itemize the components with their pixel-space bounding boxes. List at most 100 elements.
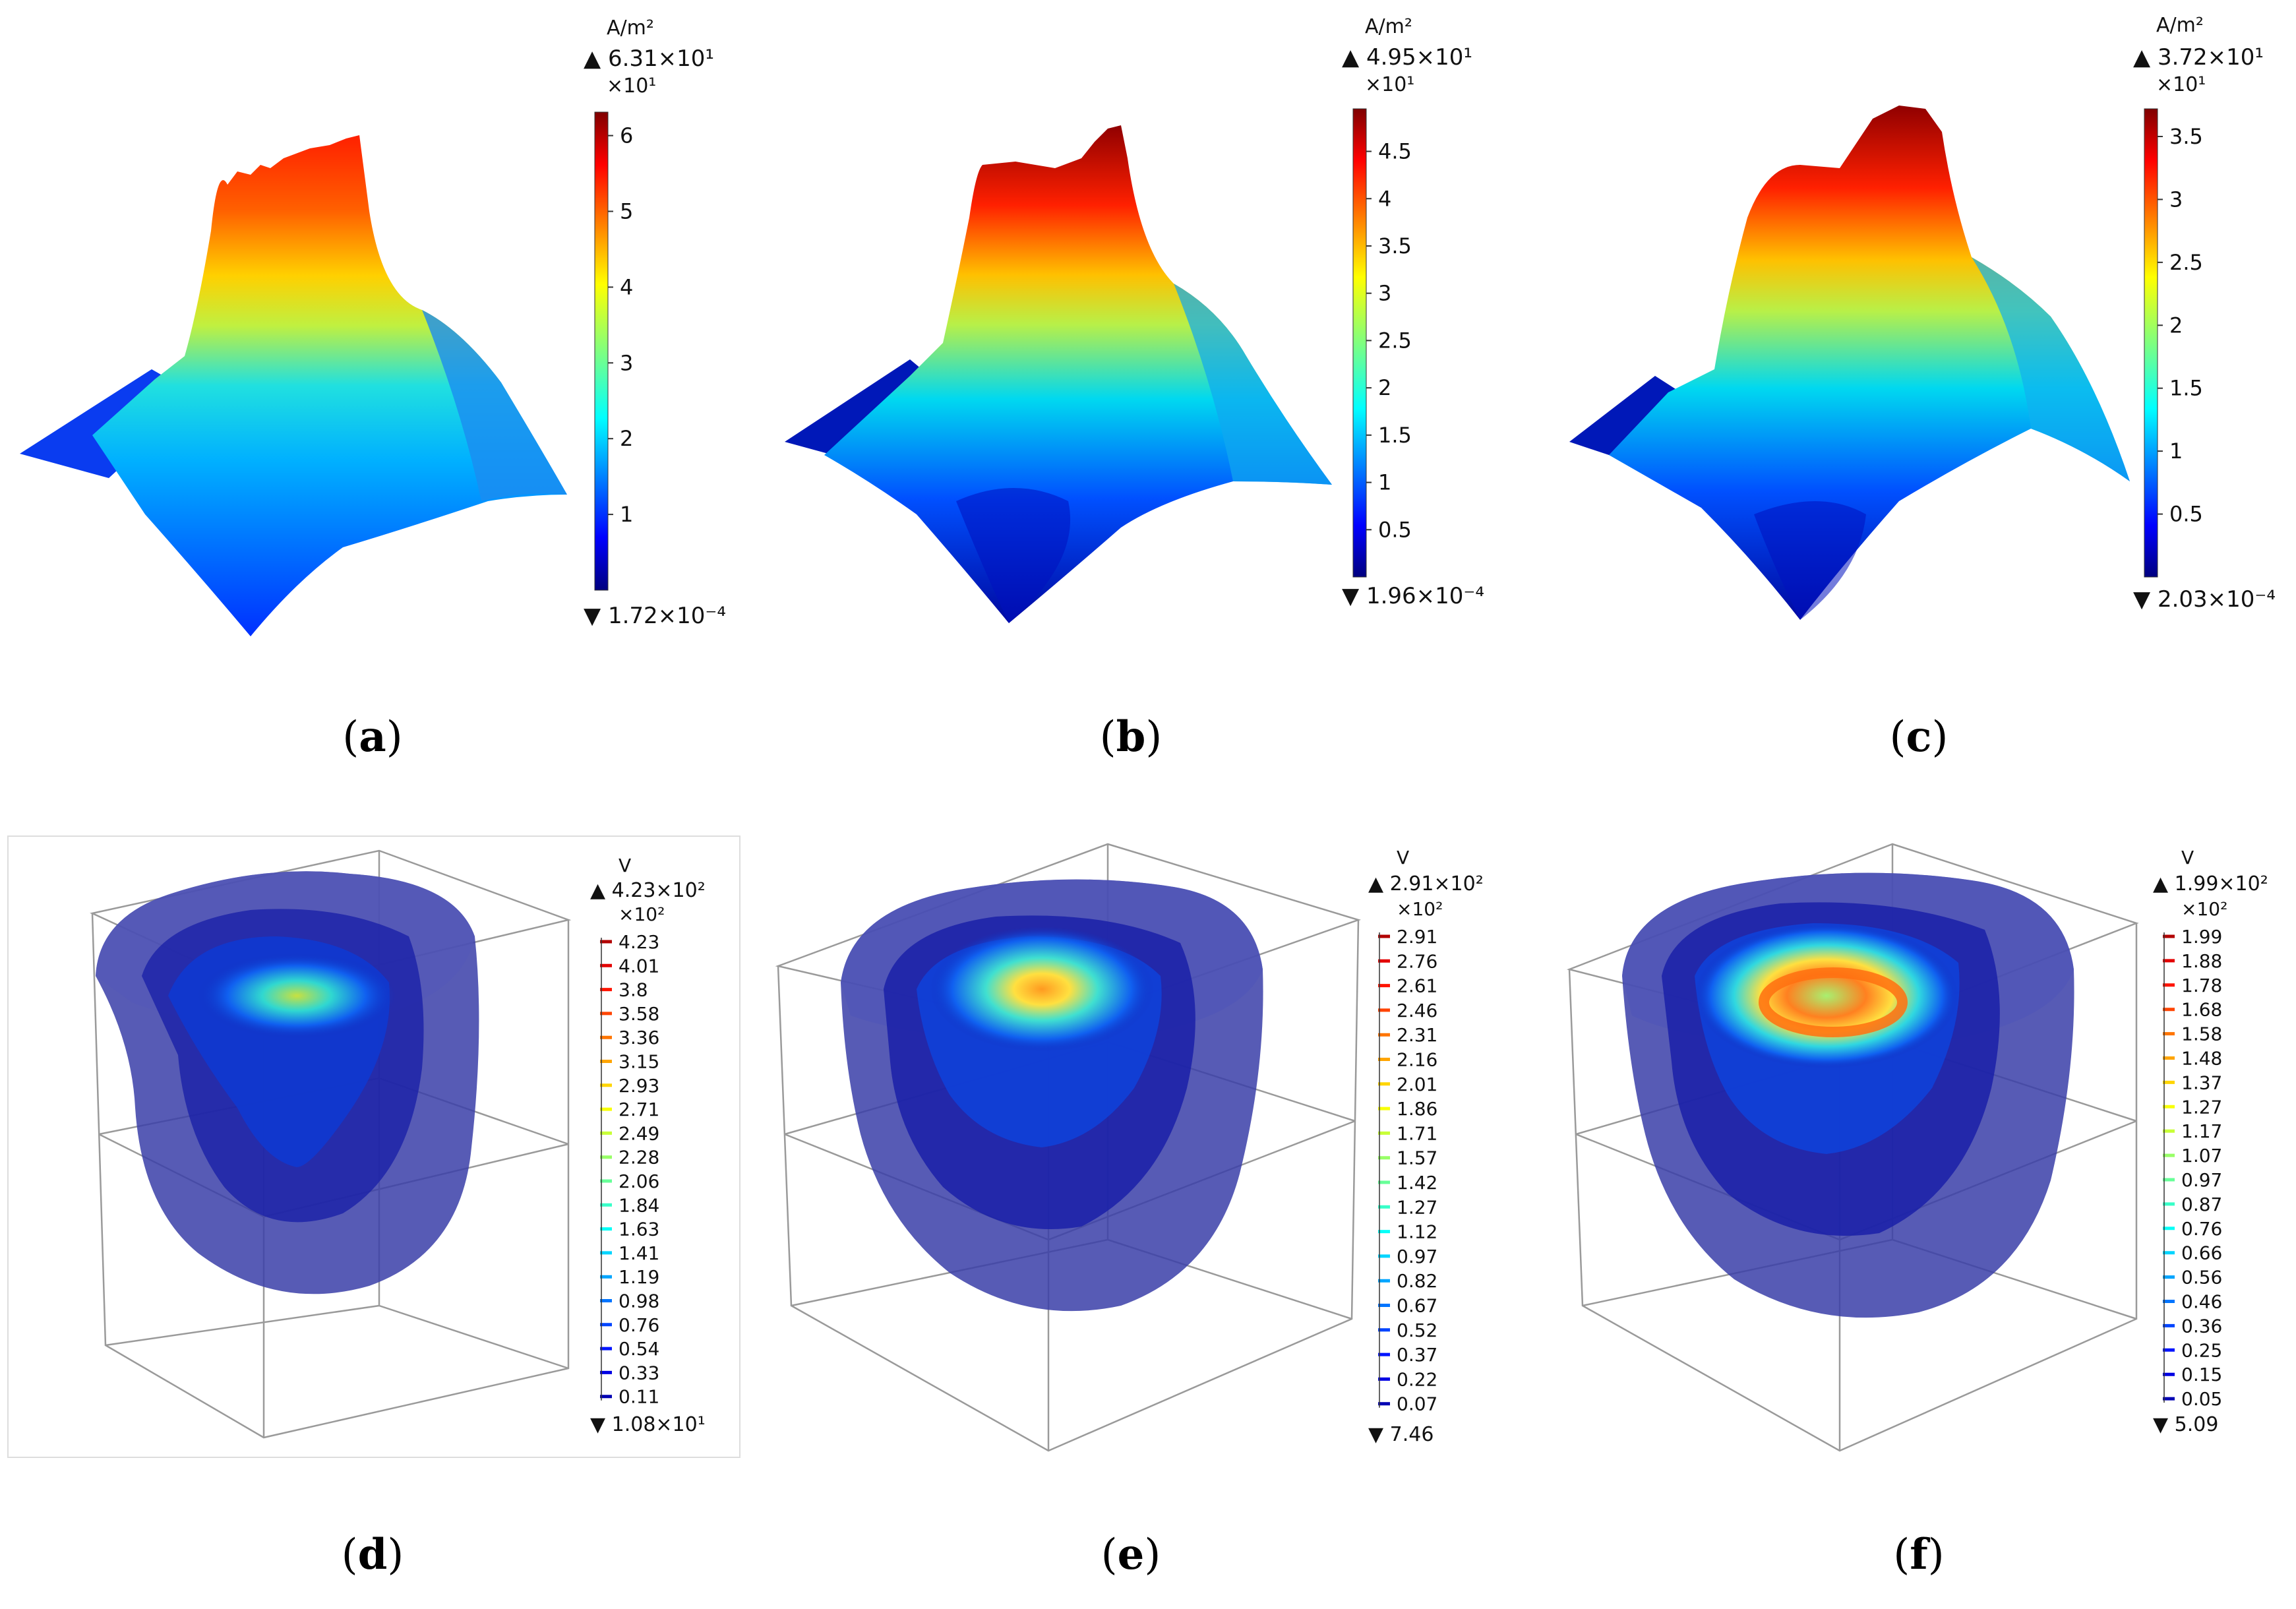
legend-f-unit: V <box>2181 847 2194 868</box>
legend-f-level: 1.48 <box>2181 1048 2222 1070</box>
legend-a-max: ▲ 6.31×10¹ <box>584 46 714 72</box>
legend-d-min: ▼ 1.08×10¹ <box>590 1413 706 1436</box>
legend-b-tick-label: 4.5 <box>1378 139 1412 164</box>
legend-d-unit: V <box>619 855 631 876</box>
legend-b-min: ▼ 1.96×10⁻⁴ <box>1342 583 1484 609</box>
legend-e-level: 0.22 <box>1397 1368 1437 1390</box>
legend-f-level: 0.36 <box>2181 1315 2222 1337</box>
panel-f-hotspot-ring <box>1759 967 1908 1037</box>
legend-f-level: 1.78 <box>2181 975 2222 996</box>
legend-f-level: 1.07 <box>2181 1145 2222 1167</box>
legend-d-max: ▲ 4.23×10² <box>590 879 706 902</box>
legend-f-level: 0.76 <box>2181 1218 2222 1240</box>
legend-c-colorbar <box>2144 108 2158 578</box>
legend-e-level: 1.12 <box>1397 1221 1437 1243</box>
legend-b-tick-label: 2 <box>1378 375 1391 400</box>
legend-e-level: 1.71 <box>1397 1122 1437 1144</box>
legend-d-level: 1.41 <box>619 1242 659 1264</box>
legend-d-level: 2.93 <box>619 1075 659 1097</box>
legend-e-multiplier: ×10² <box>1397 898 1443 920</box>
panel-c-base <box>1609 106 2130 620</box>
legend-e-level: 2.91 <box>1397 926 1437 948</box>
legend-f-level: 0.15 <box>2181 1364 2222 1385</box>
legend-d-level: 2.71 <box>619 1099 659 1120</box>
legend-c-max: ▲ 3.72×10¹ <box>2133 44 2264 71</box>
legend-c-multiplier: ×10¹ <box>2156 73 2206 96</box>
legend-a-colorbar <box>594 111 609 591</box>
caption-c-letter: c <box>1906 712 1932 762</box>
legend-b-tick-label: 2.5 <box>1378 328 1412 353</box>
panel-a-right-slope <box>422 310 567 501</box>
legend-d-level: 3.15 <box>619 1051 659 1073</box>
legend-c-tick-label: 2.5 <box>2169 250 2203 275</box>
panel-a-surface <box>20 135 567 636</box>
caption-b-letter: b <box>1116 712 1146 762</box>
caption-b: (b) <box>1099 712 1163 762</box>
legend-e-level: 2.46 <box>1397 1000 1437 1021</box>
legend-b-unit: A/m² <box>1365 15 1412 38</box>
legend-e-level: 1.57 <box>1397 1147 1437 1169</box>
legend-d-level: 0.33 <box>619 1362 659 1383</box>
legend-f-min: ▼ 5.09 <box>2153 1413 2218 1436</box>
legend-c-unit: A/m² <box>2156 14 2204 37</box>
legend-f-level: 1.88 <box>2181 950 2222 972</box>
panel-f-hotspot <box>1695 923 1958 1068</box>
legend-d-level: 1.84 <box>619 1194 659 1216</box>
legend-a-tick-label: 4 <box>620 274 633 299</box>
legend-d-level: 1.19 <box>619 1266 659 1288</box>
legend-f-level: 0.25 <box>2181 1339 2222 1361</box>
legend-b-colorbar <box>1352 108 1367 578</box>
panel-c-right-slope <box>1972 257 2130 481</box>
legend-e-level: 0.37 <box>1397 1344 1437 1366</box>
legend-c-tick-label: 3 <box>2169 187 2183 212</box>
legend-c-tick-label: 1 <box>2169 439 2183 464</box>
caption-d-letter: d <box>357 1530 388 1579</box>
legend-f-level: 0.56 <box>2181 1267 2222 1289</box>
legend-f-level: 1.68 <box>2181 999 2222 1021</box>
caption-c: (c) <box>1889 712 1949 762</box>
legend-e-unit: V <box>1397 847 1409 868</box>
panel-f-isosurface <box>1566 843 2139 1452</box>
legend-e-level: 0.07 <box>1397 1393 1437 1415</box>
legend-e-level: 2.01 <box>1397 1074 1437 1095</box>
legend-e-level: 2.31 <box>1397 1024 1437 1046</box>
legend-f-level: 0.46 <box>2181 1291 2222 1313</box>
caption-e-letter: e <box>1117 1530 1145 1579</box>
legend-f-level: 1.17 <box>2181 1120 2222 1142</box>
legend-a-tick-label: 3 <box>620 350 633 375</box>
legend-f-multiplier: ×10² <box>2181 898 2227 920</box>
legend-c-tick-label: 2 <box>2169 313 2183 338</box>
legend-d-level: 2.06 <box>619 1170 659 1192</box>
legend-e-level: 0.52 <box>1397 1320 1437 1341</box>
legend-a-tick-label: 5 <box>620 199 633 224</box>
legend-c-tick-label: 1.5 <box>2169 376 2203 401</box>
legend-e-level: 1.86 <box>1397 1098 1437 1120</box>
caption-a: (a) <box>342 712 403 762</box>
legend-d-multiplier: ×10² <box>619 903 665 925</box>
legend-b-tick-label: 1.5 <box>1378 423 1412 448</box>
panel-d-frame <box>7 835 740 1458</box>
legend-d-level: 0.54 <box>619 1338 659 1360</box>
legend-d-level: 1.63 <box>619 1219 659 1240</box>
legend-f-level: 1.27 <box>2181 1096 2222 1118</box>
legend-d-level: 3.36 <box>619 1027 659 1048</box>
legend-d-level: 0.11 <box>619 1386 659 1408</box>
legend-b-tick-label: 4 <box>1378 186 1391 211</box>
legend-e-level: 0.97 <box>1397 1246 1437 1267</box>
legend-e-level: 0.82 <box>1397 1270 1437 1292</box>
legend-d-level: 4.01 <box>619 955 659 977</box>
legend-e-level: 2.76 <box>1397 950 1437 972</box>
legend-f-level: 1.37 <box>2181 1072 2222 1093</box>
panel-b-right-slope <box>1174 284 1332 485</box>
legend-f-level: 1.58 <box>2181 1023 2222 1045</box>
legend-d-level: 0.76 <box>619 1314 659 1336</box>
legends-layer: A/m² ▲ 6.31×10¹ ×10¹ 6 5 4 3 2 1 ▼ 1.72×10⁻⁴ A/m² ▲… <box>584 14 2276 1446</box>
legend-b-tick-label: 0.5 <box>1378 517 1412 542</box>
legend-c-min: ▼ 2.03×10⁻⁴ <box>2133 586 2276 613</box>
legend-d-level: 2.28 <box>619 1147 659 1169</box>
panel-b-base <box>824 125 1332 623</box>
caption-d: (d) <box>341 1530 404 1579</box>
panel-d-hotspot <box>198 953 396 1039</box>
panel-b-surface <box>785 125 1332 623</box>
